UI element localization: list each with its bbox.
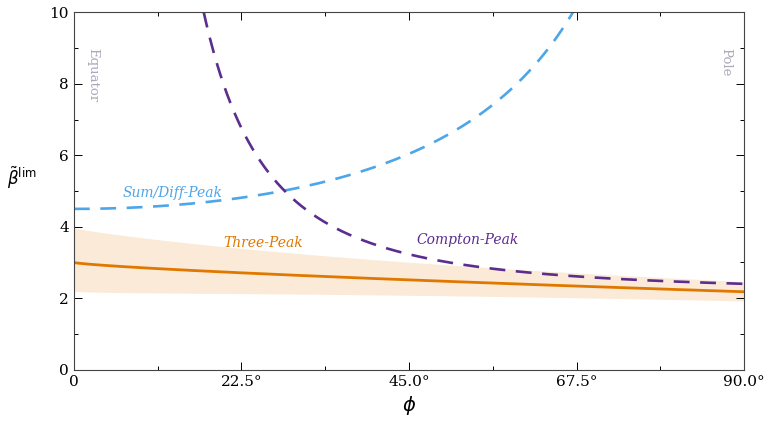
Text: Equator: Equator xyxy=(86,48,99,102)
X-axis label: $\phi$: $\phi$ xyxy=(402,394,416,417)
Text: Pole: Pole xyxy=(719,48,732,77)
Y-axis label: $\tilde{\beta}^\mathrm{lim}$: $\tilde{\beta}^\mathrm{lim}$ xyxy=(7,165,36,191)
Text: Three-Peak: Three-Peak xyxy=(223,237,303,251)
Text: Sum/Diff-Peak: Sum/Diff-Peak xyxy=(122,187,222,201)
Text: Compton-Peak: Compton-Peak xyxy=(416,233,519,247)
